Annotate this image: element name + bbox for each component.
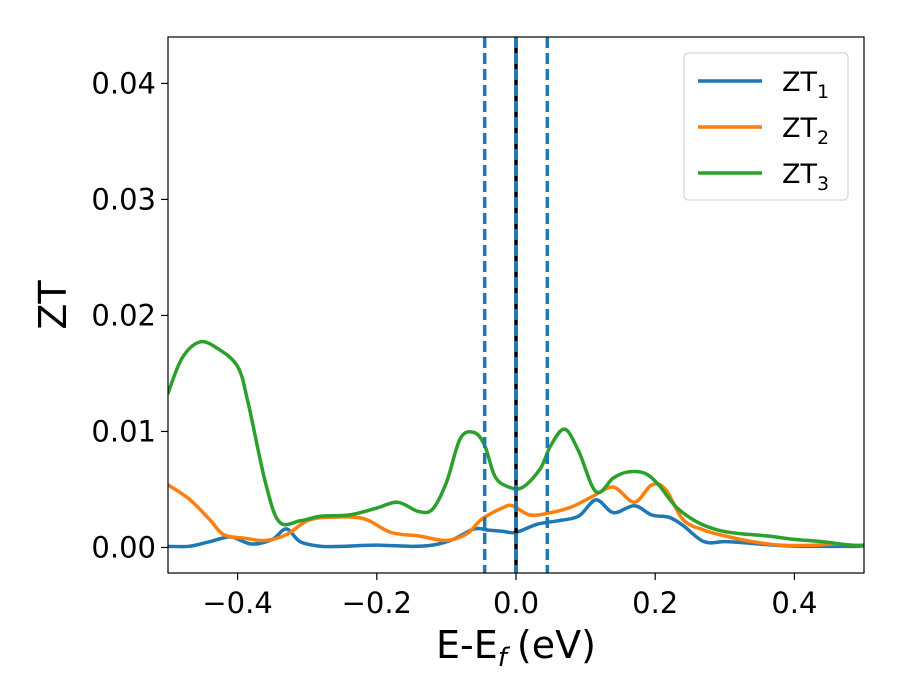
y-axis-label: ZT bbox=[31, 280, 75, 330]
legend-label-2: ZT2 bbox=[782, 113, 829, 149]
legend-label-main: ZT bbox=[782, 159, 817, 190]
x-axis-label-subscript: f bbox=[498, 643, 511, 673]
reference-lines bbox=[482, 37, 550, 573]
y-tick-label: 0.01 bbox=[91, 414, 156, 448]
x-tick-label: 0.4 bbox=[771, 586, 817, 620]
x-axis-label-main: E-E bbox=[436, 623, 498, 667]
legend-label-3: ZT3 bbox=[782, 159, 829, 195]
legend-label-subscript: 3 bbox=[817, 173, 829, 195]
x-tick-label: −0.2 bbox=[342, 586, 412, 620]
legend-label-main: ZT bbox=[782, 113, 817, 144]
series-line-3 bbox=[168, 339, 864, 548]
x-axis-label: E-Ef (eV) bbox=[436, 623, 596, 673]
legend-label-subscript: 1 bbox=[817, 81, 829, 103]
legend-box bbox=[683, 52, 849, 201]
series-line-2 bbox=[168, 482, 864, 549]
y-tick-label: 0.03 bbox=[91, 182, 156, 216]
y-tick-label: 0.04 bbox=[91, 66, 156, 100]
legend-label-1: ZT1 bbox=[782, 67, 829, 103]
y-tick-label: 0.02 bbox=[91, 298, 156, 332]
series-lines bbox=[168, 339, 864, 549]
legend-label-main: ZT bbox=[782, 67, 817, 98]
y-axis-ticks: 0.00 0.01 0.02 0.03 0.04 bbox=[91, 66, 168, 564]
x-axis-ticks: −0.4 −0.2 0.0 0.2 0.4 bbox=[202, 573, 817, 620]
y-tick-label: 0.00 bbox=[91, 530, 156, 564]
x-tick-label: −0.4 bbox=[202, 586, 272, 620]
x-tick-label: 0.0 bbox=[493, 586, 539, 620]
series-line-1 bbox=[168, 498, 864, 549]
legend-label-subscript: 2 bbox=[817, 127, 829, 149]
x-axis-label-unit: (eV) bbox=[517, 623, 596, 667]
x-tick-label: 0.2 bbox=[632, 586, 678, 620]
